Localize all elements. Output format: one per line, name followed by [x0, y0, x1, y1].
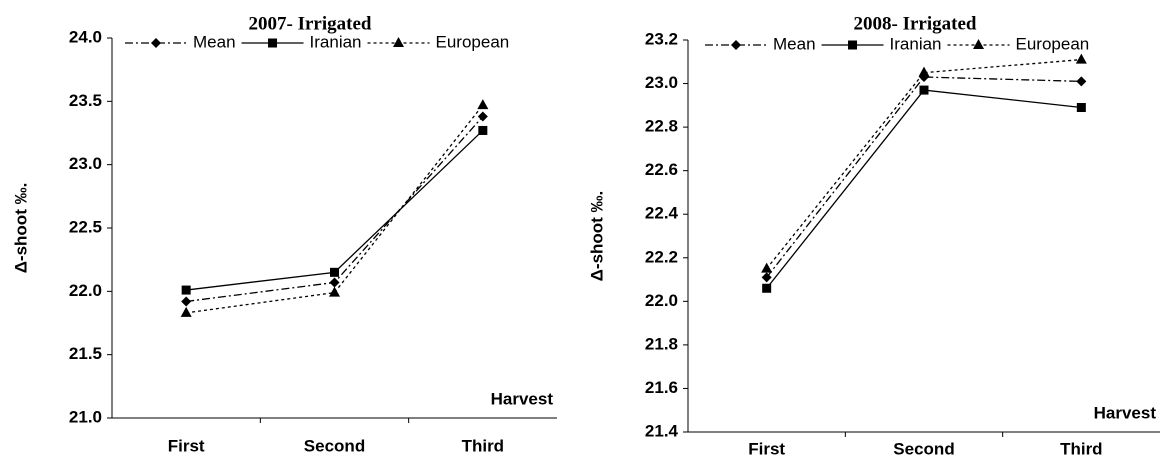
y-tick-label: 22.4 — [645, 204, 679, 223]
marker-triangle — [918, 66, 930, 77]
legend-marker — [393, 37, 405, 47]
y-tick-label: 21.8 — [645, 334, 678, 353]
series-line — [766, 76, 1082, 278]
y-tick-label: 23.0 — [645, 73, 678, 92]
y-axis-label: Δ-shoot ‰. — [587, 191, 606, 282]
marker-triangle — [329, 286, 340, 297]
x-axis-annotation: Harvest — [491, 389, 554, 408]
chart: 2007- Irrigated Δ-shoot ‰. 21.0 21.5 22.0 22.… — [11, 13, 557, 455]
y-tick-label: 21.4 — [645, 421, 679, 440]
marker-triangle — [180, 306, 192, 317]
y-tick-label: 22.6 — [645, 160, 678, 179]
marker-square — [478, 125, 488, 135]
x-tick-label: Second — [893, 439, 954, 458]
y-tick-label: 22.0 — [645, 291, 678, 310]
x-tick-label: Third — [1060, 439, 1103, 458]
y-tick-label: 22.5 — [69, 217, 102, 236]
marker-diamond — [181, 296, 192, 307]
legend-marker — [151, 38, 161, 48]
y-tick-label: 22.8 — [645, 117, 678, 136]
marker-square — [181, 285, 191, 295]
chart-title: 2008- Irrigated — [854, 13, 977, 34]
series-line — [766, 89, 1082, 289]
marker-triangle — [477, 99, 489, 110]
marker-square — [762, 283, 772, 293]
marker-square — [330, 267, 339, 277]
y-tick-label: 21.0 — [69, 407, 102, 426]
y-tick-label: 24.0 — [69, 27, 102, 46]
chart: 2008- Irrigated Δ-shoot ‰. 21.4 21.6 21.8 22.… — [587, 13, 1160, 458]
marker-square — [919, 85, 929, 95]
y-tick-label: 23.0 — [69, 154, 102, 173]
x-axis-annotation: Harvest — [1094, 403, 1157, 422]
y-tick-label: 22.2 — [645, 247, 678, 266]
legend-label: European — [436, 32, 510, 51]
legend-label: European — [1016, 34, 1090, 53]
legend-marker — [973, 39, 985, 49]
legend-label: Mean — [193, 32, 236, 51]
marker-diamond — [477, 111, 488, 122]
series-line — [186, 104, 484, 314]
marker-diamond — [1076, 76, 1087, 87]
marker-diamond — [761, 272, 772, 283]
series-line — [186, 129, 484, 291]
y-tick-label: 22.0 — [69, 281, 102, 300]
y-tick-label: 23.5 — [69, 91, 102, 110]
y-tick-label: 21.6 — [645, 378, 678, 397]
x-tick-label: First — [748, 439, 785, 458]
marker-diamond — [329, 277, 340, 288]
x-tick-label: Third — [462, 436, 505, 455]
legend-marker — [268, 38, 278, 48]
chart-title: 2007- Irrigated — [249, 13, 372, 34]
legend-label: Mean — [773, 34, 816, 53]
x-tick-label: First — [168, 436, 205, 455]
legend-marker — [848, 40, 858, 50]
x-tick-label: Second — [304, 436, 365, 455]
y-tick-label: 23.2 — [645, 29, 678, 48]
legend-label: Iranian — [310, 32, 362, 51]
marker-square — [1076, 103, 1086, 113]
marker-triangle — [1075, 53, 1087, 64]
series-line — [766, 58, 1082, 270]
legend-marker — [731, 40, 741, 50]
marker-triangle — [761, 262, 773, 273]
y-tick-label: 21.5 — [69, 344, 102, 363]
legend-label: Iranian — [890, 34, 942, 53]
y-axis-label: Δ-shoot ‰. — [11, 183, 30, 274]
